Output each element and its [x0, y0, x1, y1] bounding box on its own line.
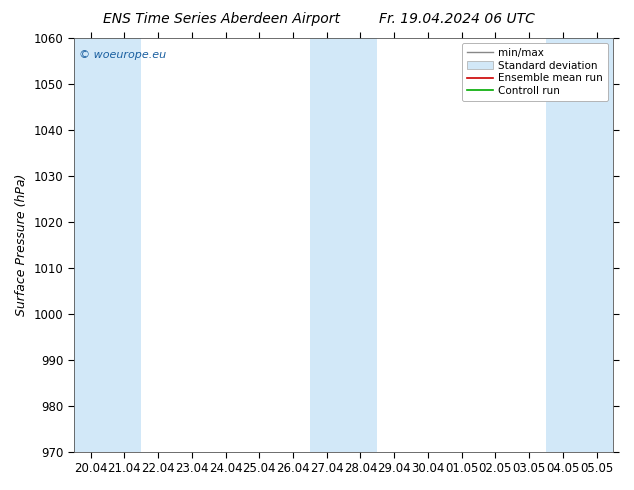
Legend: min/max, Standard deviation, Ensemble mean run, Controll run: min/max, Standard deviation, Ensemble me… — [462, 43, 608, 101]
Y-axis label: Surface Pressure (hPa): Surface Pressure (hPa) — [15, 173, 28, 316]
Bar — [546, 38, 614, 452]
Bar — [310, 38, 377, 452]
Bar — [74, 38, 141, 452]
Text: Fr. 19.04.2024 06 UTC: Fr. 19.04.2024 06 UTC — [378, 12, 534, 26]
Text: ENS Time Series Aberdeen Airport: ENS Time Series Aberdeen Airport — [103, 12, 340, 26]
Text: © woeurope.eu: © woeurope.eu — [79, 50, 166, 60]
